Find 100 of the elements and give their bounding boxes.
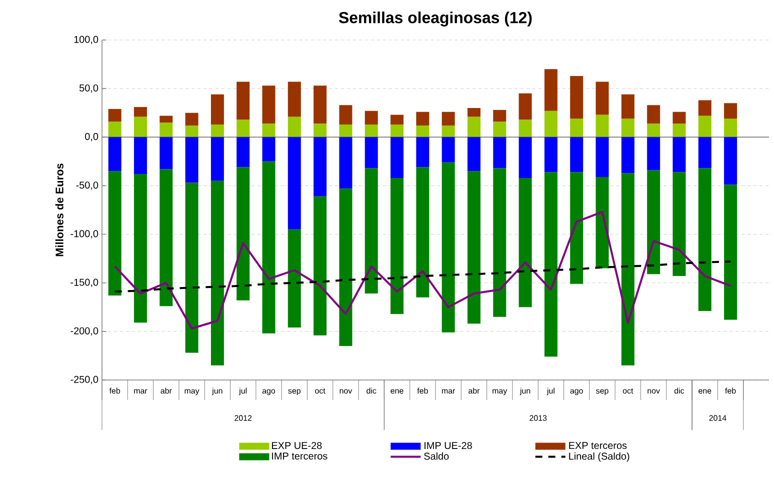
bar [647,105,660,124]
y-tick-label: -100,0 [70,230,98,238]
bar [339,137,352,189]
bar [518,93,532,120]
bar [570,137,584,172]
bar [210,124,224,138]
y-tick-label: -50,0 [76,182,98,190]
bar [570,172,584,284]
y-tick-label: 50,0 [79,84,98,93]
bar [314,86,327,124]
bar [416,137,430,168]
bar [339,124,352,138]
bar [314,137,327,196]
bar [262,137,276,162]
bar [698,137,712,168]
bar [442,162,455,332]
bar [621,94,634,119]
bar [262,124,276,138]
bar [596,114,609,138]
bar [596,176,609,268]
bar [134,174,147,323]
bar [596,82,609,115]
y-tick-label: 100,0 [74,36,98,44]
y-tick-label: -200,0 [70,327,98,336]
bar [364,124,378,138]
bar [442,112,455,126]
bar [185,137,198,183]
bar [493,168,506,317]
bar [518,137,532,178]
bar [493,122,506,138]
bar [236,82,250,120]
bar [442,125,455,138]
bar [364,137,378,168]
bar [160,169,173,306]
legend-label: Saldo [424,452,449,460]
legend-label: EXP terceros [569,442,627,449]
bar [621,118,634,138]
bar [570,76,584,119]
bar [544,172,558,357]
bar [442,137,455,162]
bar [724,103,738,119]
bar [288,82,301,117]
y-tick-label: -250,0 [70,376,98,384]
y-tick-label: -150,0 [70,278,98,287]
bar [108,108,122,122]
y-tick-label: 0,0 [85,133,98,142]
bar [339,188,352,346]
bar [185,125,198,138]
bar [134,137,147,174]
bar [621,137,634,174]
bar [108,137,122,172]
bar [390,137,404,178]
bar [210,94,224,125]
bar [724,137,738,185]
bar [288,116,301,138]
bar [698,116,712,138]
bar [160,137,173,170]
bar [518,178,532,308]
bar [672,172,686,276]
bar [236,137,250,168]
bar [160,122,173,138]
bar [160,116,173,123]
bar [390,114,404,125]
bar [185,182,198,353]
bar [698,100,712,116]
bar [262,86,276,124]
bar [288,229,301,328]
bar [698,168,712,312]
bar [314,124,327,138]
bar [467,108,480,117]
bar [416,112,430,126]
bar [647,124,660,138]
bar [493,110,506,122]
bar [364,110,378,125]
line-series [114,210,732,330]
bar [570,118,584,138]
bar [108,171,122,296]
bar [647,170,660,274]
bar [134,107,147,117]
bar [544,137,558,172]
bar [672,137,686,172]
bar [390,124,404,138]
bar [467,171,480,324]
bar [493,137,506,168]
y-axis-title: Millones de Euros [55,164,64,256]
bar [108,122,122,138]
bar [416,125,430,138]
legend-label: IMP terceros [272,452,328,460]
bar [314,196,327,336]
bar [288,137,301,230]
bar [467,137,480,172]
legend-label: Lineal (Saldo) [569,452,630,462]
bar [262,161,276,334]
bar [724,184,738,320]
bar [210,180,224,366]
bar [544,110,558,138]
bar [339,105,352,125]
bar [416,167,430,298]
bar [672,124,686,138]
bar [134,116,147,138]
